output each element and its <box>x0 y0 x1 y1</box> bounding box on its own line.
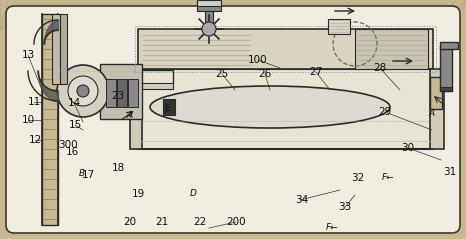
Bar <box>440 87 452 91</box>
Text: 33: 33 <box>338 202 352 212</box>
Text: 21: 21 <box>155 217 169 227</box>
Text: A: A <box>429 109 435 118</box>
Text: D: D <box>190 190 197 199</box>
Text: 11: 11 <box>27 97 41 107</box>
Text: 100: 100 <box>248 55 268 65</box>
Bar <box>355 29 428 69</box>
Text: 20: 20 <box>123 217 137 227</box>
Bar <box>430 77 442 109</box>
Text: 32: 32 <box>351 173 364 183</box>
Bar <box>117 79 127 107</box>
Bar <box>130 69 142 149</box>
Text: 12: 12 <box>28 135 41 145</box>
Text: 26: 26 <box>258 69 272 79</box>
Bar <box>440 42 458 49</box>
Ellipse shape <box>150 86 390 128</box>
Text: 23: 23 <box>111 91 124 101</box>
Bar <box>197 0 221 6</box>
Text: 13: 13 <box>21 50 34 60</box>
Circle shape <box>202 22 216 36</box>
Text: E: E <box>165 103 171 113</box>
Text: 31: 31 <box>443 167 457 177</box>
Bar <box>328 19 350 34</box>
Bar <box>440 47 452 91</box>
Text: F←: F← <box>326 223 338 233</box>
Text: 29: 29 <box>378 107 391 117</box>
FancyBboxPatch shape <box>6 6 460 233</box>
Text: 14: 14 <box>68 98 81 108</box>
Bar <box>60 14 67 84</box>
Bar <box>106 79 116 107</box>
Text: 16: 16 <box>65 147 79 157</box>
Text: F←: F← <box>382 173 394 181</box>
Bar <box>205 3 213 31</box>
Bar <box>58 70 173 84</box>
Bar <box>163 99 175 115</box>
Bar <box>135 26 436 72</box>
Circle shape <box>77 85 89 97</box>
Text: 27: 27 <box>309 67 322 77</box>
Bar <box>58 83 173 89</box>
Bar <box>197 3 221 11</box>
Bar <box>100 64 142 119</box>
Text: 18: 18 <box>111 163 124 173</box>
Text: 10: 10 <box>21 115 34 125</box>
Text: 300: 300 <box>58 140 78 150</box>
Text: 25: 25 <box>215 69 229 79</box>
Bar <box>52 14 60 84</box>
Bar <box>138 69 433 149</box>
Text: 19: 19 <box>131 189 144 199</box>
Text: 15: 15 <box>69 120 82 130</box>
Bar <box>128 79 138 107</box>
Text: 30: 30 <box>401 143 415 153</box>
Circle shape <box>68 76 98 106</box>
Text: A: A <box>127 110 133 120</box>
Text: 28: 28 <box>373 63 387 73</box>
Text: 34: 34 <box>295 195 308 205</box>
Circle shape <box>57 65 109 117</box>
Bar <box>138 29 433 69</box>
Text: 22: 22 <box>193 217 206 227</box>
Text: 17: 17 <box>82 170 95 180</box>
Bar <box>42 14 58 225</box>
Text: B: B <box>79 169 85 179</box>
Text: 200: 200 <box>226 217 246 227</box>
Bar <box>430 69 444 149</box>
